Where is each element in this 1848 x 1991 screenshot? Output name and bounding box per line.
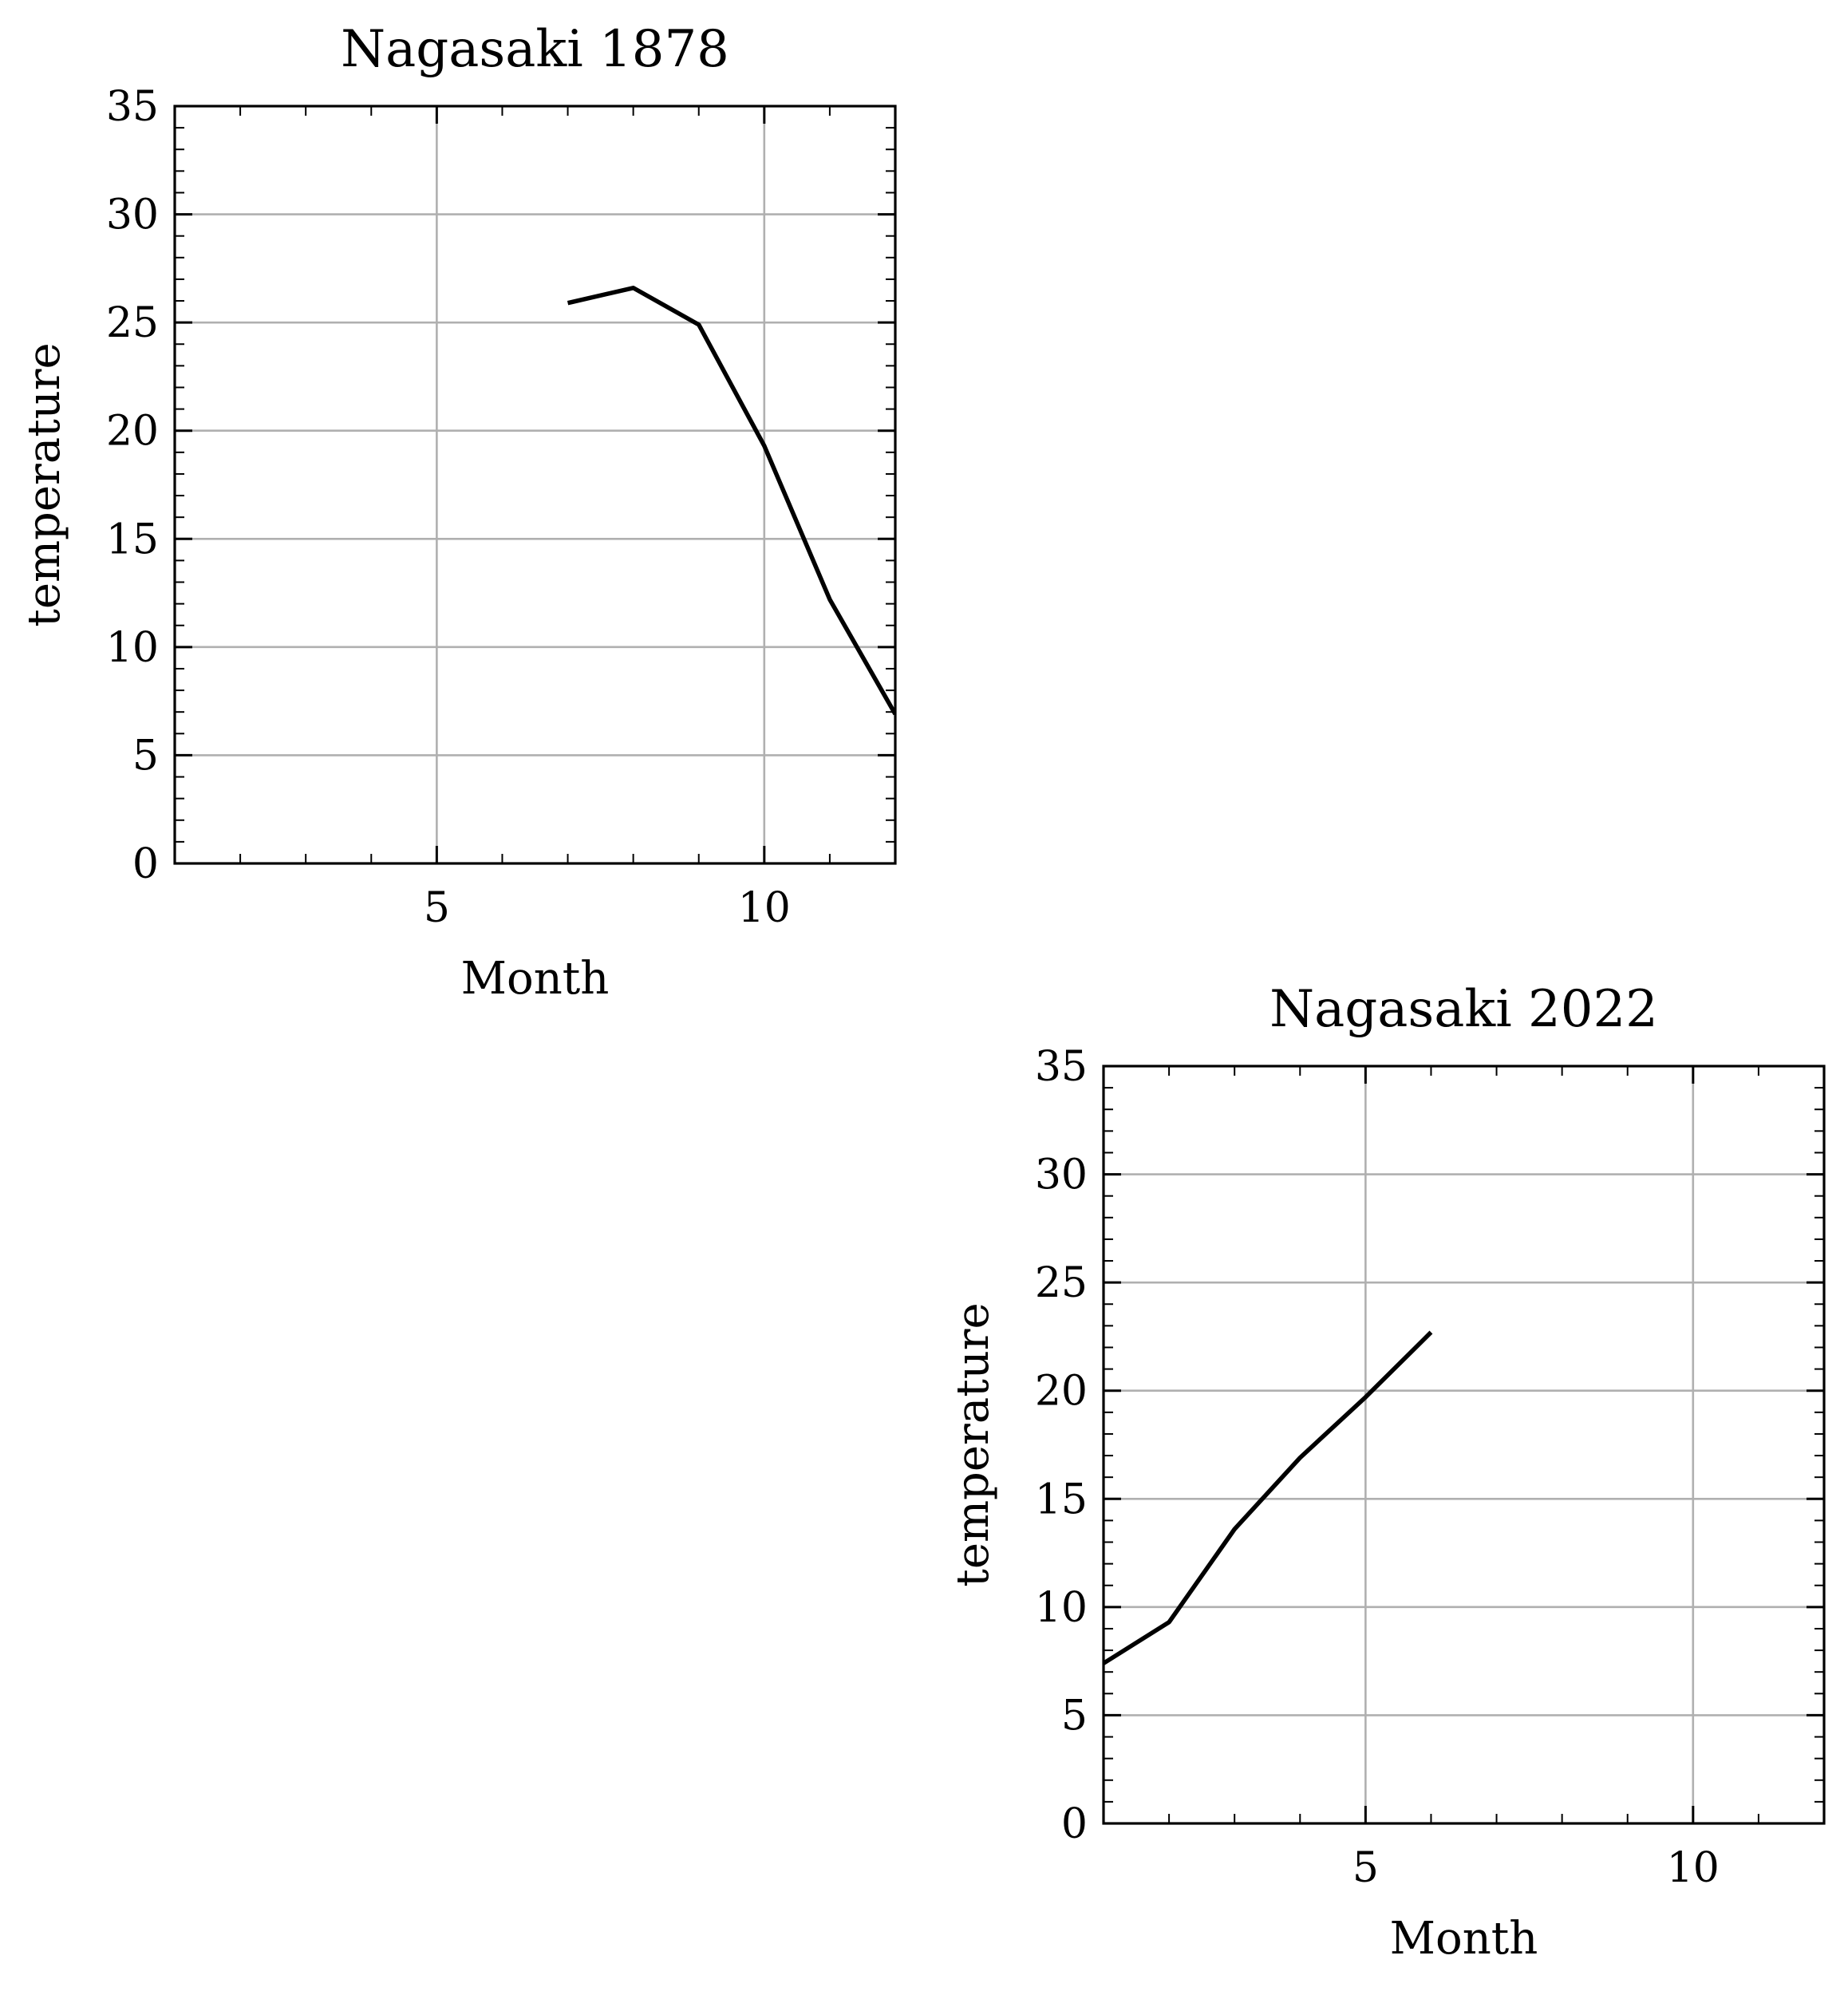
y-tick-label: 15 <box>1035 1475 1088 1523</box>
y-tick-label: 25 <box>1035 1259 1088 1307</box>
y-tick-labels: 0 5 10 15 20 25 30 35 <box>1035 1043 1088 1848</box>
y-axis-label: temperature <box>947 1302 999 1586</box>
plot-frame <box>1102 1065 1826 1825</box>
grid <box>1104 1066 1824 1823</box>
x-axis-label: Month <box>461 953 610 1005</box>
y-axis-label: temperature <box>18 342 70 626</box>
y-tick-label: 5 <box>1061 1692 1088 1740</box>
y-tick-label: 0 <box>132 840 159 888</box>
y-tick-labels: 0 5 10 15 20 25 30 35 <box>106 83 159 888</box>
grid <box>175 106 895 863</box>
x-tick-labels: 5 10 <box>1352 1844 1720 1892</box>
x-tick-label: 5 <box>424 884 450 932</box>
y-tick-label: 25 <box>106 299 159 347</box>
y-tick-label: 10 <box>106 624 159 672</box>
x-axis-label: Month <box>1390 1913 1538 1965</box>
series-line-1 <box>1104 1330 1433 1665</box>
subplot-2: 0 5 10 15 20 25 30 35 5 10 Month temperature Nagasak… <box>947 980 1826 1965</box>
y-tick-label: 20 <box>1035 1368 1088 1416</box>
chart-title: Nagasaki 2022 <box>1270 980 1658 1039</box>
y-tick-label: 20 <box>106 408 159 456</box>
series-group <box>567 286 895 716</box>
plot-frame <box>173 105 897 865</box>
y-tick-label: 35 <box>106 83 159 131</box>
y-tick-label: 0 <box>1061 1800 1088 1848</box>
y-tick-label: 15 <box>106 516 159 563</box>
subplot-1: 0 5 10 15 20 25 30 35 5 10 Month temperature Nagasak… <box>18 20 897 1005</box>
x-tick-label: 10 <box>1667 1844 1720 1892</box>
y-tick-label: 30 <box>106 192 159 239</box>
series-line-1 <box>567 286 895 716</box>
x-tick-label: 10 <box>738 884 791 932</box>
chart-title: Nagasaki 1878 <box>341 20 729 79</box>
y-tick-label: 35 <box>1035 1043 1088 1091</box>
y-tick-label: 10 <box>1035 1584 1088 1632</box>
y-tick-label: 30 <box>1035 1152 1088 1199</box>
series-group <box>1104 1330 1433 1665</box>
x-tick-label: 5 <box>1352 1844 1379 1892</box>
x-tick-labels: 5 10 <box>424 884 791 932</box>
y-tick-label: 5 <box>132 732 159 780</box>
